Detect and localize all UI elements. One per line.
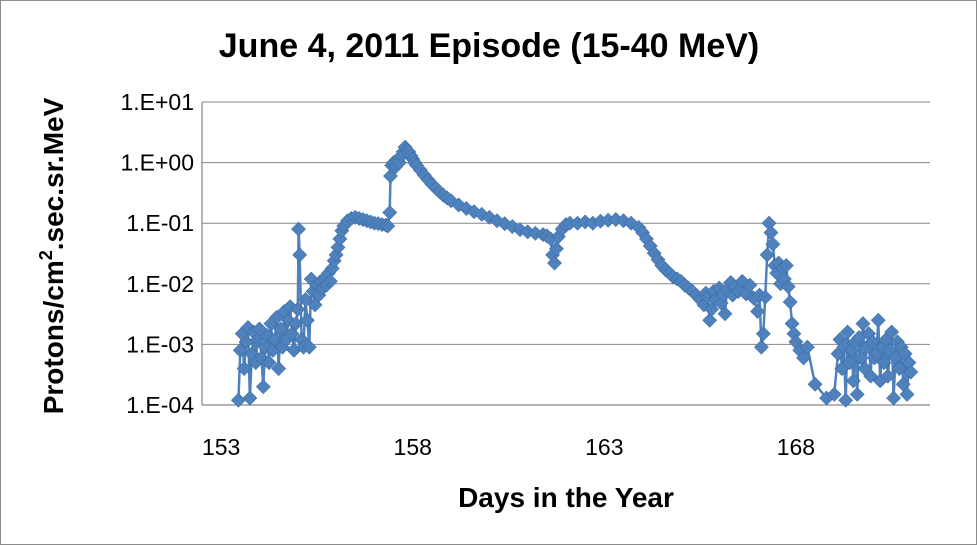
data-point <box>616 213 631 229</box>
data-point <box>853 350 869 366</box>
data-point <box>255 379 271 395</box>
data-point <box>886 390 902 406</box>
data-point <box>242 390 258 406</box>
data-point <box>298 292 313 307</box>
data-point <box>755 326 771 342</box>
data-point <box>380 218 396 234</box>
y-axis-title-main: Protons/cm <box>38 260 69 414</box>
x-tick-label: 158 <box>394 434 432 460</box>
data-point <box>845 373 861 389</box>
data-point <box>299 312 315 328</box>
data-point <box>884 324 900 340</box>
y-tick-labels: 1.E+01 1.E+00 1.E-01 1.E-02 1.E-03 1.E-04 <box>120 89 194 418</box>
data-point <box>778 258 794 273</box>
data-point <box>742 277 758 293</box>
y-tick-label: 1.E+00 <box>120 150 194 176</box>
data-point <box>880 368 896 384</box>
data-point <box>261 355 277 371</box>
data-point <box>301 339 317 355</box>
data-point <box>891 361 907 376</box>
y-axis-title-units: .sec.sr.MeV <box>38 97 69 250</box>
data-point <box>291 221 306 237</box>
data-point <box>759 247 775 263</box>
data-point <box>236 361 252 376</box>
data-point <box>899 386 915 402</box>
data-point <box>807 376 823 392</box>
data-point <box>267 332 283 348</box>
data-point <box>799 339 815 355</box>
data-point <box>328 247 344 263</box>
data-point <box>763 225 779 241</box>
data-point <box>273 321 288 337</box>
data-point <box>292 247 308 263</box>
data-point <box>451 197 467 213</box>
data-point <box>382 205 398 220</box>
data-point <box>271 361 287 376</box>
data-point <box>324 260 340 276</box>
data-point <box>876 355 892 371</box>
data-point <box>547 255 562 271</box>
y-tick-label: 1.E-04 <box>126 392 194 418</box>
y-tick-label: 1.E-01 <box>126 210 194 236</box>
data-point <box>903 364 919 380</box>
x-tick-label: 163 <box>585 434 623 460</box>
y-axis-title-superscript: 2 <box>36 250 56 260</box>
x-tick-label: 153 <box>202 434 240 460</box>
data-point <box>840 324 856 340</box>
data-point <box>240 320 256 335</box>
data-point <box>330 239 346 255</box>
data-point <box>290 301 306 317</box>
data-point <box>750 304 766 319</box>
data-point <box>474 206 490 222</box>
data-point <box>717 306 733 322</box>
data-point <box>288 316 304 332</box>
y-tick-label: 1.E-02 <box>126 271 194 297</box>
y-axis-title: Protons/cm2.sec.sr.MeV <box>36 97 69 414</box>
data-point <box>855 316 871 332</box>
data-point <box>796 350 811 366</box>
data-markers <box>230 139 919 408</box>
data-point <box>623 215 639 231</box>
x-tick-labels: 153 158 163 168 <box>202 434 815 460</box>
data-point <box>259 328 275 343</box>
data-point <box>870 312 886 328</box>
data-point <box>865 334 880 350</box>
x-tick-label: 168 <box>777 434 815 460</box>
data-point <box>757 289 773 305</box>
data-point <box>849 386 865 402</box>
data-point <box>548 241 564 257</box>
data-point <box>753 339 769 355</box>
data-point <box>257 339 273 355</box>
chart-title: June 4, 2011 Episode (15-40 MeV) <box>219 27 759 65</box>
y-tick-label: 1.E+01 <box>120 89 194 115</box>
data-point <box>489 213 505 229</box>
data-point <box>863 368 879 384</box>
data-point <box>842 355 857 371</box>
data-point <box>702 312 718 328</box>
series-line <box>237 144 913 401</box>
x-axis-title: Days in the Year <box>458 482 674 513</box>
data-point <box>322 273 338 289</box>
data-point <box>443 193 459 209</box>
data-point <box>458 201 474 216</box>
data-point <box>332 231 348 247</box>
data-point <box>704 301 720 317</box>
data-point <box>765 236 781 252</box>
data-point <box>497 216 513 232</box>
data-point <box>734 273 750 289</box>
data-point <box>838 392 854 408</box>
data-point <box>826 386 842 402</box>
y-tick-label: 1.E-03 <box>126 331 194 357</box>
data-point <box>280 312 296 328</box>
data-point <box>780 279 796 294</box>
data-point <box>782 294 798 310</box>
data-point <box>307 297 323 313</box>
